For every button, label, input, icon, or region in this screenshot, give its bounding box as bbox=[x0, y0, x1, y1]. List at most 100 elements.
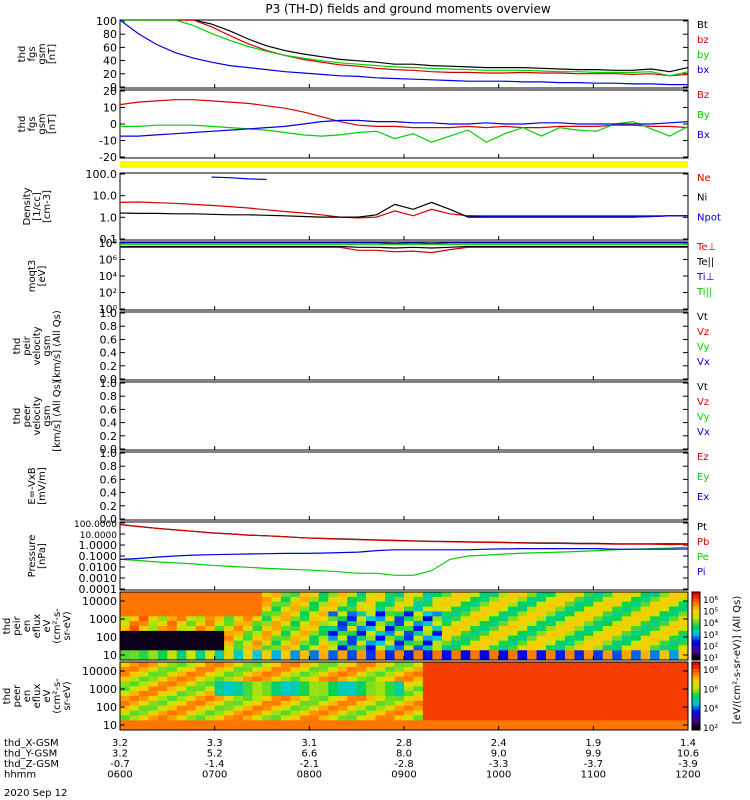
heatmap-cell bbox=[299, 705, 310, 712]
heatmap-cell bbox=[631, 621, 642, 627]
heatmap-cell bbox=[479, 655, 490, 661]
heatmap-cell bbox=[214, 681, 225, 687]
heatmap-cell bbox=[243, 635, 254, 642]
heatmap-cell bbox=[669, 621, 680, 627]
heatmap-cell bbox=[138, 606, 149, 612]
heatmap-cell bbox=[489, 671, 500, 678]
heatmap-cell bbox=[489, 630, 500, 637]
heatmap-cell bbox=[669, 596, 680, 603]
heatmap-cell bbox=[669, 671, 680, 678]
heatmap-cell bbox=[290, 635, 301, 642]
heatmap-cell bbox=[612, 686, 623, 692]
heatmap-cell bbox=[564, 611, 575, 617]
heatmap-cell bbox=[299, 611, 310, 617]
heatmap-cell bbox=[422, 691, 433, 697]
heatmap-cell bbox=[422, 696, 433, 702]
heatmap-cell bbox=[148, 662, 159, 668]
heatmap-cell bbox=[252, 715, 263, 721]
heatmap-cell bbox=[678, 621, 689, 627]
heatmap-cell bbox=[527, 621, 538, 627]
heatmap-cell bbox=[593, 696, 604, 702]
y-tick-label: -10 bbox=[99, 135, 117, 148]
heatmap-cell bbox=[120, 696, 130, 702]
heatmap-cell bbox=[422, 650, 433, 656]
heatmap-cell bbox=[328, 662, 339, 668]
heatmap-cell bbox=[479, 616, 490, 622]
heatmap-cell bbox=[394, 691, 405, 697]
heatmap-cell bbox=[669, 666, 680, 673]
heatmap-cell bbox=[375, 592, 386, 598]
heatmap-cell bbox=[593, 621, 604, 627]
heatmap-cell bbox=[120, 662, 130, 668]
heatmap-cell bbox=[186, 681, 197, 687]
heatmap-cell bbox=[631, 592, 642, 598]
legend-entry-0: Bt bbox=[697, 20, 708, 31]
heatmap-cell bbox=[432, 696, 443, 702]
heatmap-cell bbox=[536, 720, 547, 726]
heatmap-cell bbox=[527, 606, 538, 612]
heatmap-cell bbox=[612, 596, 623, 603]
heatmap-cell bbox=[602, 650, 613, 656]
heatmap-cell bbox=[451, 616, 462, 622]
heatmap-cell bbox=[167, 645, 178, 651]
heatmap-cell bbox=[224, 611, 235, 617]
heatmap-cell bbox=[583, 710, 594, 716]
heatmap-cell bbox=[129, 691, 140, 697]
heatmap-cell bbox=[176, 655, 187, 661]
heatmap-cell bbox=[205, 691, 216, 697]
heatmap-cell bbox=[593, 630, 604, 637]
y-tick-label: 0.2 bbox=[100, 430, 118, 443]
heatmap-cell bbox=[432, 655, 443, 661]
heatmap-cell bbox=[583, 671, 594, 678]
heatmap-cell bbox=[309, 630, 320, 637]
heatmap-cell bbox=[555, 616, 566, 622]
heatmap-cell bbox=[451, 700, 462, 707]
heatmap-cell bbox=[422, 710, 433, 716]
heatmap-cell bbox=[498, 635, 509, 642]
heatmap-cell bbox=[224, 725, 235, 731]
heatmap-cell bbox=[290, 621, 301, 627]
y-tick-label: 0.0100 bbox=[79, 561, 118, 574]
heatmap-cell bbox=[413, 611, 424, 617]
heatmap-cell bbox=[186, 626, 197, 632]
legend-entry-0: Vt bbox=[697, 312, 708, 323]
heatmap-cell bbox=[612, 700, 623, 707]
heatmap-cell bbox=[356, 621, 367, 627]
heatmap-cell bbox=[517, 681, 528, 687]
heatmap-cell bbox=[470, 596, 481, 603]
heatmap-cell bbox=[148, 606, 159, 612]
heatmap-cell bbox=[527, 626, 538, 632]
heatmap-cell bbox=[498, 691, 509, 697]
heatmap-cell bbox=[271, 686, 282, 692]
heatmap-cell bbox=[337, 671, 348, 678]
heatmap-cell bbox=[318, 700, 329, 707]
heatmap-cell bbox=[138, 705, 149, 712]
heatmap-cell bbox=[366, 691, 377, 697]
heatmap-cell bbox=[262, 645, 272, 651]
heatmap-cell bbox=[451, 645, 462, 651]
colorbar-segment bbox=[692, 639, 700, 644]
heatmap-cell bbox=[564, 666, 575, 673]
heatmap-cell bbox=[167, 666, 178, 673]
heatmap-cell bbox=[564, 630, 575, 637]
heatmap-cell bbox=[233, 681, 244, 687]
heatmap-cell bbox=[262, 626, 272, 632]
heatmap-cell bbox=[394, 676, 405, 682]
heatmap-cell bbox=[271, 606, 282, 612]
heatmap-cell bbox=[659, 626, 670, 632]
heatmap-cell bbox=[186, 655, 197, 661]
heatmap-cell bbox=[574, 621, 585, 627]
heatmap-cell bbox=[422, 630, 433, 637]
heatmap-cell bbox=[337, 592, 348, 598]
heatmap-cell bbox=[271, 705, 282, 712]
heatmap-cell bbox=[394, 725, 405, 731]
heatmap-cell bbox=[404, 630, 414, 637]
heatmap-cell bbox=[451, 630, 462, 637]
heatmap-cell bbox=[214, 720, 225, 726]
heatmap-cell bbox=[678, 662, 689, 668]
heatmap-cell bbox=[413, 676, 424, 682]
heatmap-cell bbox=[527, 640, 538, 646]
heatmap-cell bbox=[224, 606, 235, 612]
panel-frame bbox=[119, 381, 689, 451]
heatmap-cell bbox=[375, 725, 386, 731]
